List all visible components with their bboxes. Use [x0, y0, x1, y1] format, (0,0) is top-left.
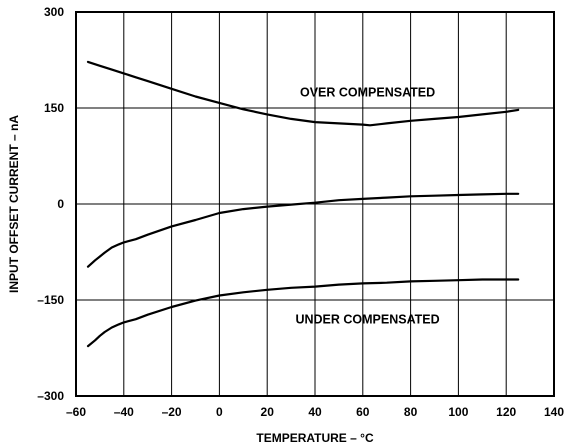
y-tick-label: –150	[37, 293, 64, 307]
x-tick-label: 0	[216, 405, 223, 419]
plot-frame	[75, 11, 555, 397]
x-tick-label: 60	[356, 405, 370, 419]
y-tick-label: 150	[44, 101, 64, 115]
annotation-over-compensated: OVER COMPENSATED	[300, 85, 435, 99]
y-tick-labels: –300 –150 0 150 300	[37, 5, 64, 403]
x-tick-label: –60	[66, 405, 86, 419]
y-axis-label: INPUT OFFSET CURRENT – nA	[7, 115, 21, 293]
x-tick-labels: –60 –40 –20 0 20 40 60 80 100 120 140	[66, 405, 564, 419]
nominal-curve	[86, 192, 520, 268]
x-tick-label: 120	[496, 405, 516, 419]
x-tick-label: 20	[261, 405, 275, 419]
y-tick-label: –300	[37, 389, 64, 403]
x-tick-label: –40	[114, 405, 134, 419]
x-tick-label: 100	[448, 405, 468, 419]
x-tick-label: 80	[404, 405, 418, 419]
under-compensated-curve	[86, 278, 520, 348]
annotation-under-compensated: UNDER COMPENSATED	[295, 313, 439, 327]
over-compensated-curve	[86, 60, 520, 127]
grid	[75, 11, 555, 397]
x-tick-label: 40	[308, 405, 322, 419]
y-tick-label: 0	[57, 197, 64, 211]
x-axis-label: TEMPERATURE – °C	[256, 431, 374, 445]
x-tick-label: 140	[544, 405, 564, 419]
y-tick-label: 300	[44, 5, 64, 19]
x-tick-label: –20	[162, 405, 182, 419]
curves	[86, 60, 520, 348]
